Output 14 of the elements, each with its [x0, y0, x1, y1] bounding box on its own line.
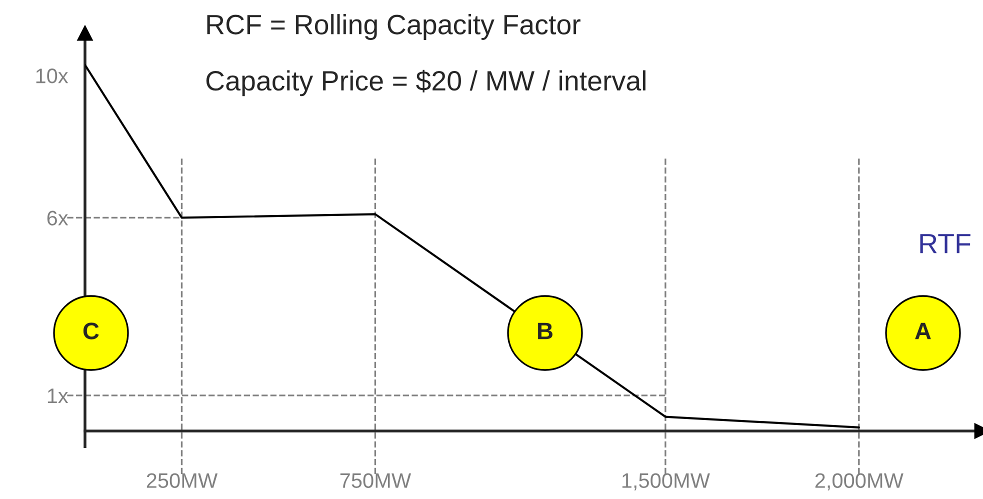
y-tick-label: 10x [36, 68, 68, 84]
annotation: A [915, 322, 931, 340]
y-tick-label: 1x [48, 388, 68, 404]
annotation: Capacity Price = $20 / MW / interval [206, 70, 646, 96]
annotation: RTF [920, 234, 970, 254]
x-tick-label: 2,000MW [815, 473, 904, 490]
x-tick-label: 250MW [146, 473, 218, 488]
annotation: C [83, 322, 99, 340]
annotation: B [538, 322, 552, 340]
y-tick-label: 6x [47, 210, 68, 226]
x-tick-label: 750MW [340, 473, 412, 488]
text: RCF = Rolling Capacity Factor [207, 14, 580, 40]
line-series [85, 64, 860, 428]
x-tick-label: 1,500MW [622, 473, 710, 490]
